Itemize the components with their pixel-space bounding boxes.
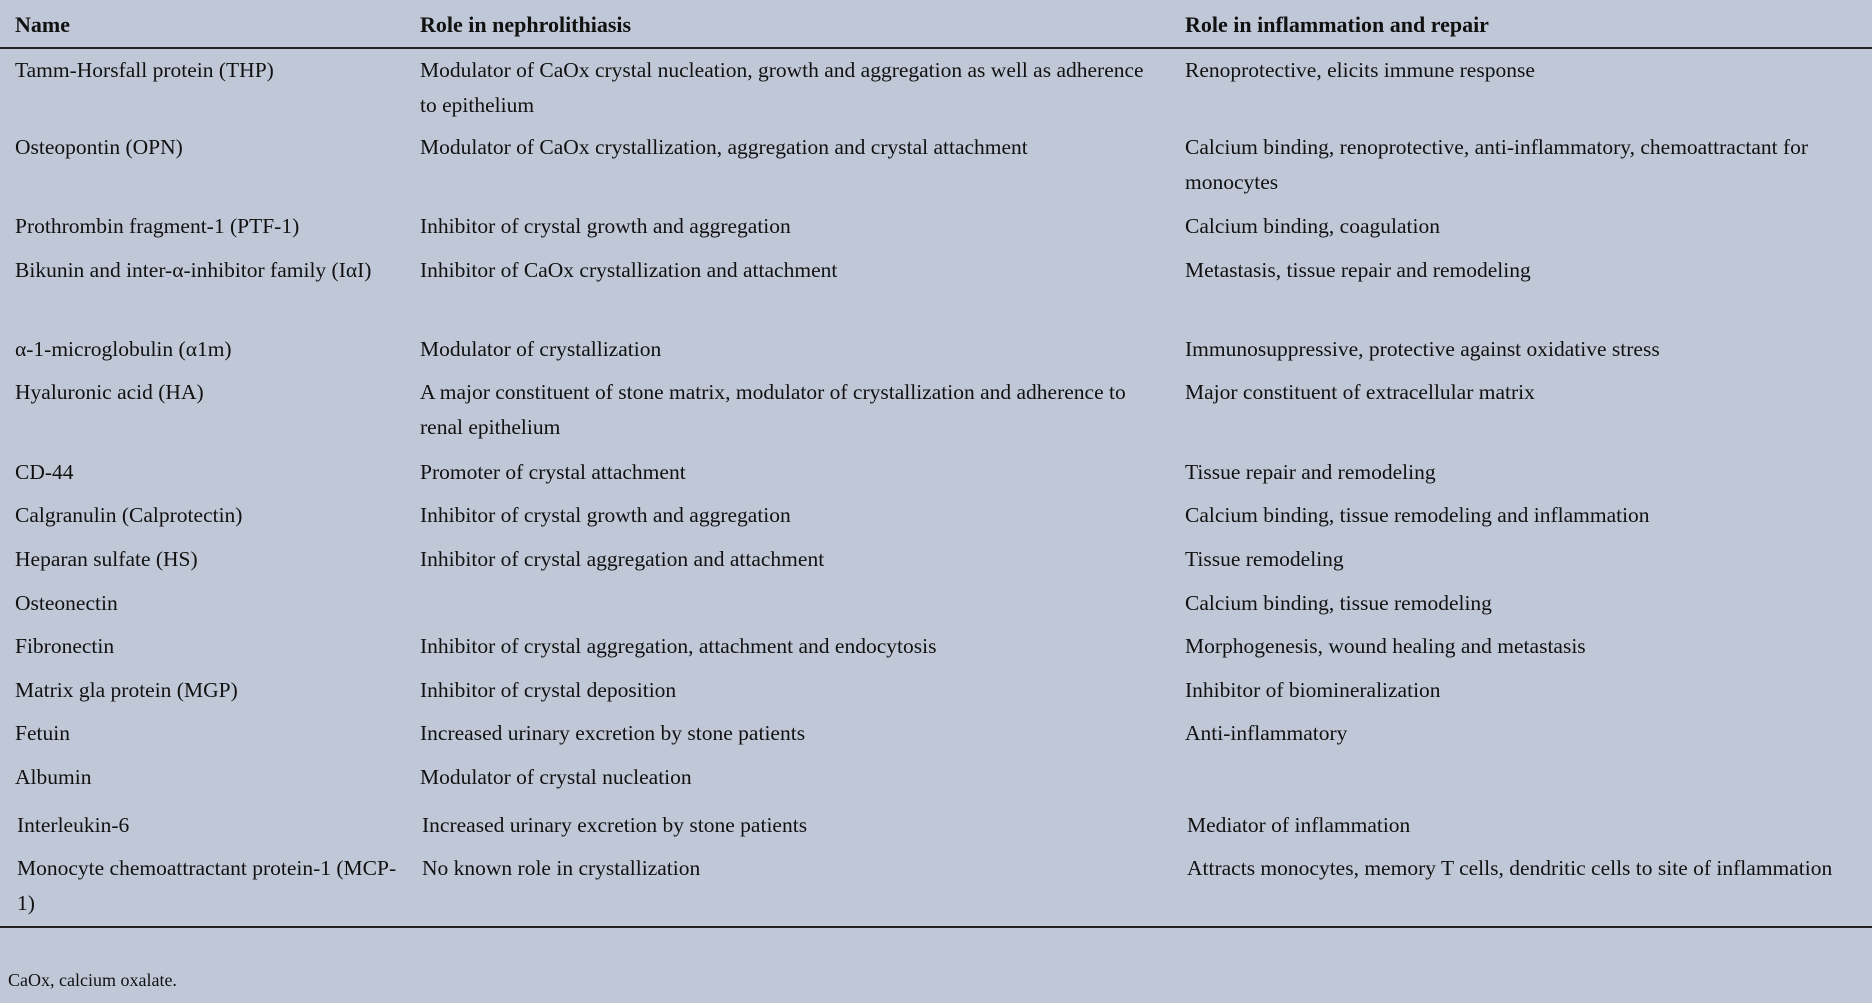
cell-role-inflammation: Anti-inflammatory (1185, 721, 1348, 745)
cell-role-nephrolithiasis: Inhibitor of CaOx crystallization and at… (420, 258, 838, 282)
cell-role-inflammation: Renoprotective, elicits immune response (1185, 58, 1535, 82)
cell-name: CD-44 (15, 460, 74, 484)
cell-role-inflammation: Calcium binding, renoprotective, anti-in… (1185, 135, 1809, 194)
cell-name: Tamm-Horsfall protein (THP) (15, 58, 274, 82)
cell-role-nephrolithiasis: Increased urinary excretion by stone pat… (422, 813, 808, 837)
cell-name: Fibronectin (15, 634, 115, 658)
cell-role-inflammation: Metastasis, tissue repair and remodeling (1185, 258, 1531, 282)
cell-name: Fetuin (15, 721, 70, 745)
header-role-nephrolithiasis: Role in nephrolithiasis (420, 12, 632, 37)
cell-role-inflammation: Immunosuppressive, protective against ox… (1185, 337, 1660, 361)
cell-role-inflammation: Calcium binding, coagulation (1185, 214, 1440, 238)
cell-role-nephrolithiasis: No known role in crystallization (422, 856, 701, 880)
cell-role-inflammation: Mediator of inflammation (1187, 813, 1411, 837)
header-role-inflammation: Role in inflammation and repair (1185, 12, 1489, 37)
cell-role-nephrolithiasis: Modulator of CaOx crystal nucleation, gr… (420, 58, 1144, 117)
cell-name: Interleukin-6 (17, 813, 130, 837)
cell-role-inflammation: Calcium binding, tissue remodeling (1185, 591, 1492, 615)
cell-role-nephrolithiasis: Modulator of crystal nucleation (420, 765, 692, 789)
cell-role-nephrolithiasis: Modulator of CaOx crystallization, aggre… (420, 135, 1028, 159)
cell-name: Bikunin and inter-α-inhibitor family (Iα… (15, 258, 372, 282)
cell-role-nephrolithiasis: Inhibitor of crystal deposition (420, 678, 677, 702)
cell-role-inflammation: Tissue repair and remodeling (1185, 460, 1436, 484)
cell-role-nephrolithiasis: Inhibitor of crystal growth and aggregat… (420, 503, 791, 527)
cell-name: Heparan sulfate (HS) (15, 547, 198, 571)
cell-role-nephrolithiasis: A major constituent of stone matrix, mod… (420, 380, 1126, 439)
cell-role-nephrolithiasis: Inhibitor of crystal aggregation, attach… (420, 634, 937, 658)
cell-role-nephrolithiasis: Inhibitor of crystal growth and aggregat… (420, 214, 791, 238)
header-name: Name (15, 12, 70, 37)
cell-name: α-1-microglobulin (α1m) (15, 337, 232, 361)
cell-role-inflammation: Inhibitor of biomineralization (1185, 678, 1441, 702)
cell-role-nephrolithiasis: Increased urinary excretion by stone pat… (420, 721, 806, 745)
cell-name: Prothrombin fragment-1 (PTF-1) (15, 214, 300, 238)
cell-role-inflammation: Attracts monocytes, memory T cells, dend… (1187, 856, 1833, 880)
cell-name: Osteopontin (OPN) (15, 135, 183, 159)
header-divider (0, 47, 1872, 49)
cell-name: Matrix gla protein (MGP) (15, 678, 238, 702)
cell-name: Osteonectin (15, 591, 118, 615)
cell-role-inflammation: Major constituent of extracellular matri… (1185, 380, 1535, 404)
cell-role-nephrolithiasis: Promoter of crystal attachment (420, 460, 686, 484)
cell-role-nephrolithiasis: Inhibitor of crystal aggregation and att… (420, 547, 825, 571)
cell-name: Albumin (15, 765, 92, 789)
cell-role-nephrolithiasis: Modulator of crystallization (420, 337, 662, 361)
cell-name: Monocyte chemoattractant protein-1 (MCP-… (17, 856, 397, 915)
bottom-divider (0, 926, 1872, 928)
cell-name: Hyaluronic acid (HA) (15, 380, 204, 404)
cell-role-inflammation: Tissue remodeling (1185, 547, 1344, 571)
cell-name: Calgranulin (Calprotectin) (15, 503, 243, 527)
cell-role-inflammation: Calcium binding, tissue remodeling and i… (1185, 503, 1650, 527)
cell-role-inflammation: Morphogenesis, wound healing and metasta… (1185, 634, 1586, 658)
footnote: CaOx, calcium oxalate. (8, 970, 177, 990)
